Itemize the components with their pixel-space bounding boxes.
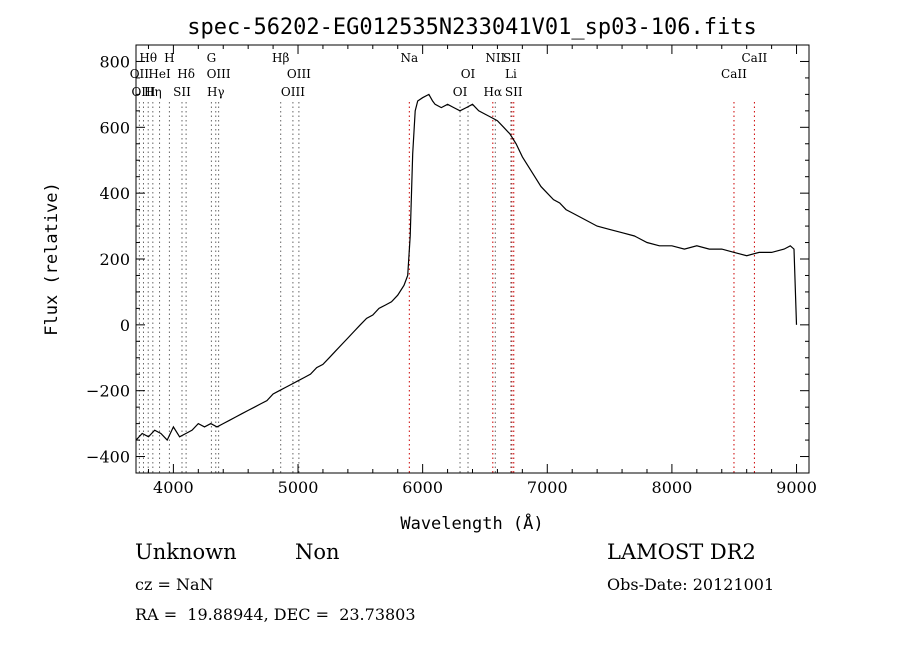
line-marker-label: G [207,51,217,65]
y-tick-label: −200 [86,382,130,401]
line-marker-label: OIII [131,85,155,99]
spectrum-series-line [135,93,798,442]
line-marker-label: OI [453,85,468,99]
line-marker-label: OII [130,67,150,81]
y-tick-label: 200 [99,250,130,269]
line-marker-label: OIII [287,67,311,81]
x-axis-label: Wavelength (Å) [400,512,543,534]
line-marker-label: OIII [207,67,231,81]
line-marker-label: Hβ [272,51,289,65]
line-marker-label: NII [485,51,505,65]
line-marker-label: Na [400,51,418,65]
y-axis-label: Flux (relative) [42,182,62,336]
line-marker-label: Hδ [177,67,195,81]
x-tick-label: 7000 [527,478,568,497]
line-marker-label: SII [173,85,191,99]
line-marker-label: Li [505,67,517,81]
x-tick-label: 4000 [153,478,194,497]
line-marker-label: CaII [721,67,747,81]
y-tick-label: 0 [120,316,130,335]
line-marker-label: HeI [148,67,171,81]
y-tick-label: 800 [99,52,130,71]
y-tick-label: −400 [86,448,130,467]
y-tick-label: 600 [99,118,130,137]
line-marker-label: SII [503,51,521,65]
line-marker-layer: Hθ OII OIII HeI Hη HHδ SII G OIII Hγ Hβ OIII OIII Na O… [130,51,768,473]
axis-layer: 4000 5000 6000 7000 8000 9000 −400 −200 0 200 400 6… [86,45,817,497]
obs-date-label: Obs-Date: 20121001 [607,575,775,594]
line-marker-label: CaII [741,51,767,65]
line-marker-label: OIII [281,85,305,99]
line-marker-label: SII [505,85,523,99]
chart-title: spec-56202-EG012535N233041V01_sp03-106.f… [187,15,757,40]
x-tick-label: 5000 [278,478,319,497]
subclass-label: Non [295,540,340,564]
plot-frame [135,44,810,474]
line-marker-label: Hγ [207,85,225,99]
x-tick-label: 8000 [652,478,693,497]
class-label: Unknown [135,540,237,564]
cz-label: cz = NaN [135,575,214,594]
coords-label: RA = 19.88944, DEC = 23.73803 [135,605,416,624]
x-tick-label: 6000 [402,478,443,497]
line-marker-label: Hθ [139,51,157,65]
y-tick-label: 400 [99,184,130,203]
survey-label: LAMOST DR2 [607,540,756,564]
line-marker-label: H [164,51,174,65]
line-marker-label: OI [461,67,476,81]
line-marker-label: Hα [484,85,503,99]
x-tick-label: 9000 [776,478,817,497]
line-marker-label: Hη [144,85,162,99]
